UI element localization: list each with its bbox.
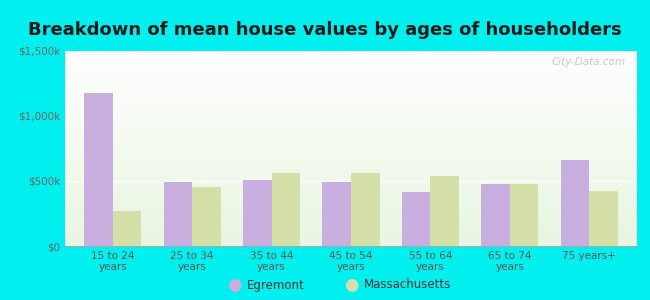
Bar — [561, 160, 590, 246]
Text: Egremont: Egremont — [247, 278, 305, 292]
Text: Massachusetts: Massachusetts — [364, 278, 451, 292]
Text: City-Data.com: City-Data.com — [551, 57, 625, 67]
Bar — [243, 180, 272, 246]
Bar — [192, 187, 221, 246]
Text: Breakdown of mean house values by ages of householders: Breakdown of mean house values by ages o… — [28, 21, 622, 39]
Bar — [402, 192, 430, 246]
Text: ●: ● — [344, 276, 358, 294]
Bar — [84, 93, 112, 246]
Bar — [510, 184, 538, 246]
Bar — [322, 182, 351, 246]
Text: ●: ● — [227, 276, 241, 294]
Bar — [164, 182, 192, 246]
Bar — [481, 184, 510, 246]
Bar — [590, 191, 618, 246]
Bar — [112, 211, 141, 246]
Bar — [272, 172, 300, 246]
Bar — [351, 173, 380, 246]
Bar — [430, 176, 459, 246]
